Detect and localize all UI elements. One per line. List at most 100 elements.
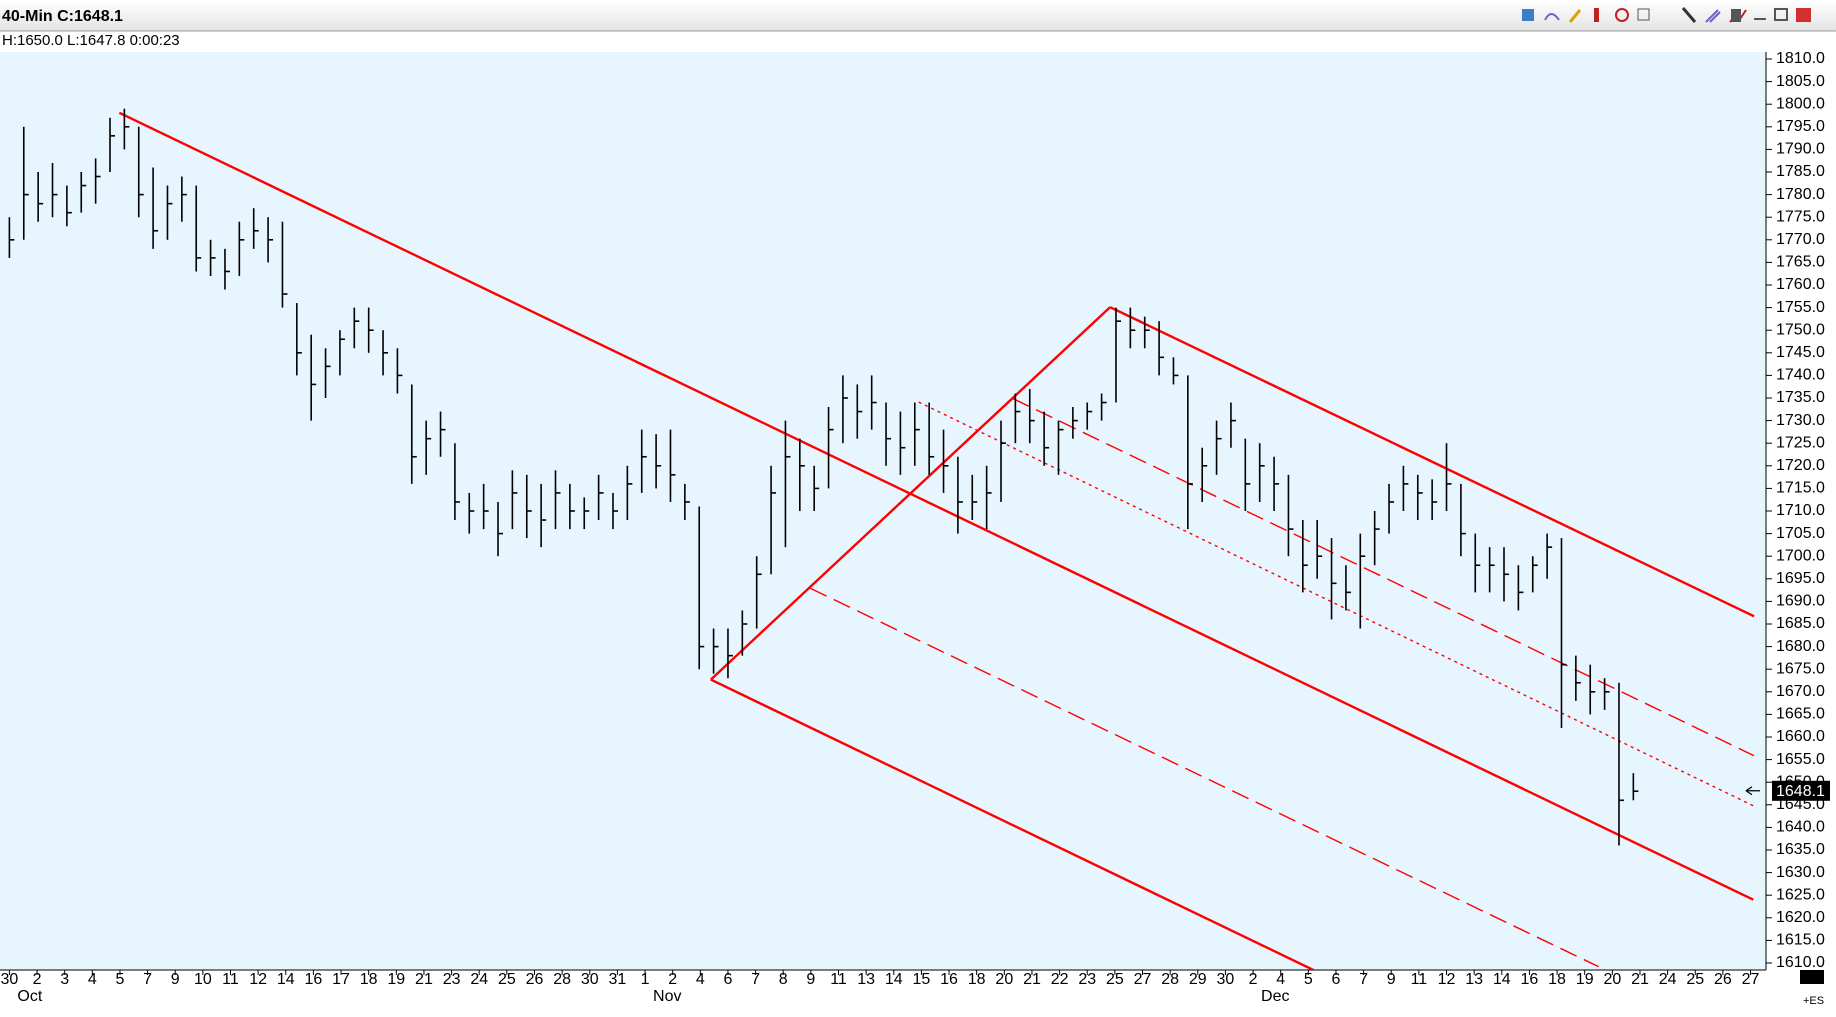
y-tick-label: 1640.0 [1776, 819, 1825, 836]
month-label: Oct [17, 988, 42, 1005]
x-tick-label: 2 [668, 971, 677, 988]
x-tick-label: 20 [995, 971, 1013, 988]
x-tick-label: 17 [332, 971, 350, 988]
x-tick-label: 14 [1493, 971, 1511, 988]
y-tick-label: 1705.0 [1776, 525, 1825, 542]
y-tick-label: 1795.0 [1776, 118, 1825, 135]
close-button[interactable] [1796, 8, 1811, 22]
x-tick-label: 8 [779, 971, 788, 988]
x-tick-label: 26 [1714, 971, 1732, 988]
y-tick-label: 1730.0 [1776, 412, 1825, 429]
x-tick-label: 11 [830, 971, 847, 988]
x-tick-label: 6 [724, 971, 733, 988]
x-tick-label: 14 [277, 971, 295, 988]
y-tick-label: 1665.0 [1776, 706, 1825, 723]
x-tick-label: 19 [387, 971, 405, 988]
tool-icon[interactable] [1681, 7, 1697, 23]
x-tick-label: 4 [696, 971, 705, 988]
x-tick-label: 10 [194, 971, 212, 988]
y-tick-label: 1700.0 [1776, 547, 1825, 564]
y-tick-label: 1755.0 [1776, 299, 1825, 316]
x-tick-label: 12 [249, 971, 267, 988]
x-tick-label: 9 [1387, 971, 1396, 988]
pitchfork-line [710, 306, 1111, 681]
x-tick-label: 21 [415, 971, 433, 988]
x-tick-label: 4 [88, 971, 97, 988]
tool-icon[interactable] [1544, 13, 1560, 21]
y-tick-label: 1620.0 [1776, 909, 1825, 926]
y-tick-label: 1630.0 [1776, 864, 1825, 881]
last-price-box [1772, 780, 1830, 801]
maximize-button[interactable] [1774, 8, 1788, 21]
x-tick-label: 14 [885, 971, 903, 988]
x-tick-label: 29 [1189, 971, 1207, 988]
window-title: 40-Min C:1648.1 [2, 8, 123, 25]
tool-icon[interactable] [1637, 8, 1650, 21]
x-tick-label: 27 [1742, 971, 1760, 988]
y-tick-label: 1690.0 [1776, 593, 1825, 610]
x-tick-label: 11 [1411, 971, 1428, 988]
x-tick-label: 12 [1438, 971, 1456, 988]
tool-icon[interactable] [1731, 9, 1741, 22]
x-tick-label: 16 [940, 971, 958, 988]
tool-icon[interactable] [1705, 9, 1721, 23]
y-tick-label: 1680.0 [1776, 638, 1825, 655]
x-tick-label: 16 [1521, 971, 1539, 988]
x-tick-label: 28 [553, 971, 571, 988]
y-tick-label: 1610.0 [1776, 954, 1825, 971]
last-price-arrow [1745, 786, 1760, 796]
x-tick-label: 30 [581, 971, 599, 988]
x-tick-label: 23 [443, 971, 461, 988]
tool-icon[interactable] [1568, 9, 1582, 23]
y-tick-label: 1695.0 [1776, 570, 1825, 587]
last-price-label: 1648.1 [1776, 783, 1825, 800]
tool-icon[interactable] [1594, 8, 1599, 22]
x-tick-label: 13 [857, 971, 875, 988]
y-tick-label: 1790.0 [1776, 141, 1825, 158]
x-tick-label: 24 [1659, 971, 1677, 988]
axes: 1610.0 1615.0 1620.0 1625.0 1630.0 1635.0 1640… [0, 50, 1830, 1005]
x-tick-label: 1 [641, 971, 650, 988]
pitchfork-line [810, 587, 1599, 968]
x-tick-label: 5 [1304, 971, 1313, 988]
x-tick-label: 25 [1106, 971, 1124, 988]
month-label: Nov [653, 988, 681, 1005]
y-tick-label: 1805.0 [1776, 73, 1825, 90]
minimize-button[interactable] [1754, 18, 1766, 20]
x-tick-label: 18 [968, 971, 986, 988]
x-tick-label: 24 [470, 971, 488, 988]
plot [8, 108, 1755, 970]
x-tick-label: 21 [1631, 971, 1649, 988]
scroll-control[interactable] [1800, 970, 1824, 984]
symbol-label: +ES [1803, 995, 1824, 1007]
pitchfork-line [1109, 306, 1755, 618]
x-tick-label: 22 [1051, 971, 1069, 988]
x-tick-label: 30 [0, 971, 18, 988]
y-tick-label: 1760.0 [1776, 276, 1825, 293]
plot-area [0, 52, 1766, 970]
x-tick-label: 2 [33, 971, 42, 988]
tool-icon[interactable] [1522, 9, 1534, 21]
y-tick-label: 1750.0 [1776, 321, 1825, 338]
x-tick-label: 25 [1686, 971, 1704, 988]
x-tick-label: 6 [1332, 971, 1341, 988]
x-tick-label: 18 [360, 971, 378, 988]
x-tick-label: 26 [526, 971, 544, 988]
y-tick-label: 1775.0 [1776, 208, 1825, 225]
x-tick-label: 7 [143, 971, 152, 988]
x-tick-label: 9 [806, 971, 815, 988]
x-tick-label: 3 [60, 971, 69, 988]
tool-icon[interactable] [1615, 8, 1629, 22]
y-tick-label: 1655.0 [1776, 751, 1825, 768]
x-tick-label: 15 [913, 971, 931, 988]
x-tick-label: 16 [305, 971, 323, 988]
x-tick-label: 11 [222, 971, 239, 988]
price-axis [1766, 52, 1836, 970]
x-tick-label: 7 [1359, 971, 1368, 988]
x-tick-label: 27 [1134, 971, 1152, 988]
y-tick-label: 1770.0 [1776, 231, 1825, 248]
x-tick-label: 5 [115, 971, 124, 988]
x-tick-label: 31 [609, 971, 627, 988]
